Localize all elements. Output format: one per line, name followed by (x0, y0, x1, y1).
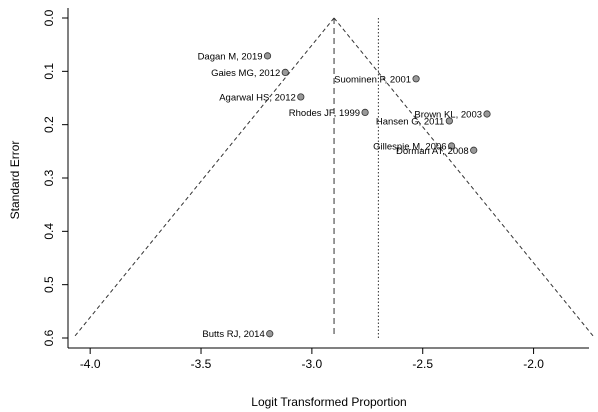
study-point (483, 110, 491, 118)
study-point (445, 117, 453, 125)
x-tick-label: -3.0 (302, 357, 323, 371)
data-points: Dagan M, 2019 Gaies MG, 2012 Suominen P, 2… (198, 51, 491, 340)
x-tick-label: -3.5 (191, 357, 212, 371)
study-label: Dagan M, 2019 (198, 51, 263, 62)
study-label: Hansen G, 2011 (376, 116, 444, 127)
study-label: Butts RJ, 2014 (202, 329, 264, 340)
axes: -4.0 -3.5 -3.0 -2.5 -2.0 0.0 0.1 0.2 0.3 0.4 0.5 0.… (42, 8, 589, 371)
y-axis-title: Standard Error (8, 141, 22, 220)
study-point (281, 68, 289, 77)
study-point (470, 146, 478, 154)
study-label: Gillespie M, 2006 (373, 142, 446, 153)
study-label: Agarwal HS, 2012 (219, 92, 296, 103)
funnel-left-boundary (72, 17, 335, 339)
study-point (263, 52, 272, 60)
x-tick-label: -2.5 (412, 357, 433, 371)
study-point (447, 142, 456, 150)
x-tick-label: -4.0 (80, 357, 101, 371)
study-point (297, 93, 305, 101)
x-tick-label: -2.0 (523, 357, 544, 371)
y-tick-label: 0.4 (42, 223, 56, 240)
y-tick-label: 0.0 (42, 9, 56, 26)
funnel-right-boundary (333, 17, 596, 339)
study-label: Dorman AT, 2008 (396, 146, 469, 157)
study-point (266, 330, 274, 338)
study-label: Brown KL, 2003 (414, 110, 482, 121)
y-tick-label: 0.6 (42, 329, 56, 346)
study-label: Rhodes JF, 1999 (289, 108, 360, 119)
y-tick-label: 0.5 (42, 276, 56, 293)
reference-lines (72, 17, 596, 339)
study-label: Gaies MG, 2012 (211, 68, 280, 79)
y-tick-label: 0.2 (42, 116, 56, 133)
study-point (412, 75, 420, 83)
x-axis-title: Logit Transformed Proportion (251, 395, 406, 409)
study-point (361, 108, 369, 117)
study-label: Suominen P, 2001 (334, 74, 411, 85)
y-tick-label: 0.3 (42, 169, 56, 186)
y-tick-label: 0.1 (42, 63, 56, 80)
